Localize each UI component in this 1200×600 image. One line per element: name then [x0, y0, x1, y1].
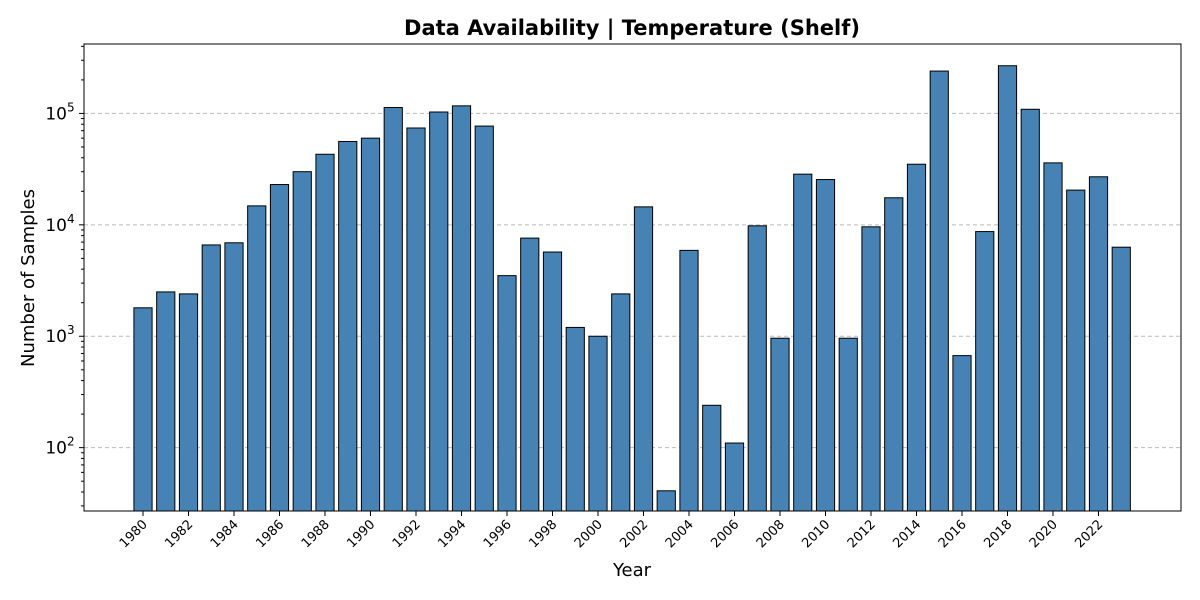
bar-2020 [1043, 162, 1063, 512]
y-tick-exponent: 2 [67, 435, 75, 449]
bar-1994 [451, 105, 472, 512]
x-tick-label: 1980 [117, 517, 151, 551]
y-axis-label: Number of Samples [18, 189, 39, 367]
bar-1986 [269, 184, 290, 512]
bar-2013 [884, 197, 904, 512]
bar-1989 [338, 140, 358, 512]
bar-1993 [429, 111, 449, 512]
bar-2011 [838, 337, 858, 512]
y-tick-exponent: 5 [67, 100, 75, 114]
x-tick-label: 2002 [617, 517, 651, 551]
bar-1992 [406, 127, 426, 512]
bar-2008 [770, 337, 790, 512]
y-tick-exponent: 4 [67, 212, 75, 226]
bar-2004 [679, 249, 699, 512]
grid-lines [84, 112, 1181, 449]
chart-title: Data Availability | Temperature (Shelf) [404, 16, 860, 41]
x-tick-label: 2014 [890, 517, 924, 551]
bar-1988 [315, 153, 335, 512]
x-tick-label: 2004 [663, 517, 697, 551]
x-tick-label: 1990 [344, 517, 378, 551]
x-tick-label: 1984 [208, 517, 242, 551]
bar-1995 [474, 125, 494, 512]
x-tick-label: 1992 [390, 517, 424, 551]
bar-1985 [247, 205, 267, 512]
y-tick-base: 10 [45, 104, 67, 124]
x-tick-label: 1988 [299, 517, 333, 551]
bar-2000 [588, 335, 608, 512]
bar-2014 [906, 163, 927, 512]
plot-frame [83, 43, 1182, 512]
bar-1987 [292, 171, 312, 512]
x-tick-label: 1998 [526, 517, 560, 551]
bar-1981 [156, 291, 176, 512]
y-tick-base: 10 [45, 216, 67, 236]
bar-2006 [724, 442, 745, 512]
x-tick-label: 1986 [253, 517, 287, 551]
bar-2012 [861, 226, 881, 512]
x-tick-label: 2018 [981, 517, 1015, 551]
bar-2022 [1088, 176, 1109, 512]
x-tick-label: 2008 [754, 517, 788, 551]
x-axis-ticks: 1980 1982 1984 1986 1988 1990 1992 1994 1996 1998… [117, 511, 1106, 551]
bar-2015 [929, 70, 949, 512]
y-tick-label: 103 [45, 323, 74, 347]
y-tick-base: 10 [45, 439, 67, 459]
x-tick-label: 1982 [162, 517, 196, 551]
bar-2005 [702, 404, 722, 512]
bar-2009 [793, 173, 813, 512]
bar-2001 [611, 293, 631, 512]
bar-2021 [1066, 189, 1086, 512]
x-tick-label: 2012 [845, 517, 879, 551]
bar-1983 [201, 244, 221, 512]
x-tick-label: 2000 [572, 517, 606, 551]
bar-2007 [747, 225, 767, 512]
bar-2003 [656, 490, 676, 512]
y-tick-base: 10 [45, 327, 67, 347]
x-tick-label: 2010 [799, 517, 833, 551]
bar-2018 [997, 65, 1018, 512]
bar-1984 [224, 242, 244, 512]
bar-1990 [360, 137, 381, 512]
bar-1999 [565, 326, 585, 512]
bar-2016 [952, 355, 972, 512]
y-tick-label: 102 [45, 435, 74, 459]
x-tick-label: 2022 [1072, 517, 1106, 551]
bar-2023 [1111, 246, 1131, 512]
x-tick-label: 1994 [435, 517, 469, 551]
y-tick-exponent: 3 [67, 323, 75, 337]
bar-1982 [178, 293, 199, 512]
y-tick-label: 104 [45, 212, 74, 236]
bar-1980 [133, 307, 153, 512]
bar-2017 [975, 231, 995, 512]
bar-1996 [497, 275, 517, 512]
x-tick-label: 2016 [936, 517, 970, 551]
bar-2010 [815, 179, 836, 512]
x-tick-label: 2006 [708, 517, 742, 551]
bar-1991 [383, 107, 403, 512]
x-axis-label: Year [612, 560, 652, 581]
y-tick-label: 105 [45, 100, 74, 124]
bar-2019 [1020, 108, 1040, 512]
x-tick-label: 1996 [481, 517, 515, 551]
bar-1997 [520, 237, 540, 512]
bar-2002 [633, 206, 654, 512]
bar-1998 [542, 251, 563, 512]
x-tick-label: 2020 [1027, 517, 1061, 551]
bars [133, 65, 1131, 512]
